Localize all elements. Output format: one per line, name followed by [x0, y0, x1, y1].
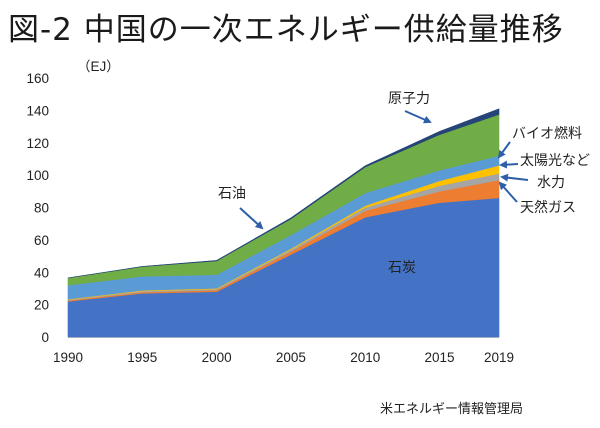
annotation-solar-etc: 太陽光など [520, 153, 590, 169]
annotation-nuclear: 原子力 [388, 91, 430, 107]
x-tick-label-2005: 2005 [276, 350, 306, 365]
y-tick-label-140: 140 [26, 103, 49, 118]
x-tick-label-1990: 1990 [53, 350, 83, 365]
y-tick-label-80: 80 [34, 201, 49, 216]
area-series-group [67, 108, 500, 338]
y-tick-label-40: 40 [34, 265, 49, 280]
x-tick-label-2000: 2000 [202, 350, 232, 365]
annotation-arrow-natural-gas [498, 181, 518, 203]
annotation-coal: 石炭 [388, 260, 416, 276]
annotation-arrow-solar-etc [499, 160, 519, 169]
source-note: 米エネルギー情報管理局 [380, 402, 524, 417]
annotation-arrow-biofuel [497, 141, 511, 159]
annotation-oil: 石油 [218, 186, 246, 202]
x-tick-label-2010: 2010 [350, 350, 380, 365]
annotation-hydro: 水力 [537, 175, 565, 191]
y-tick-label-0: 0 [41, 330, 49, 345]
y-axis: 0 20 40 60 80 100 120 140 160 （EJ） [26, 59, 119, 345]
x-tick-label-1995: 1995 [127, 350, 157, 365]
area-series-nuclear [67, 108, 500, 279]
y-tick-label-120: 120 [26, 136, 49, 151]
y-tick-label-20: 20 [34, 298, 49, 313]
y-unit-label: （EJ） [77, 59, 120, 74]
y-tick-label-160: 160 [26, 71, 49, 86]
annotation-arrow-nuclear [404, 110, 432, 124]
annotation-arrow-oil [239, 207, 264, 230]
annotation-arrow-hydro [500, 173, 529, 182]
x-tick-label-2015: 2015 [425, 350, 455, 365]
annotation-natural-gas: 天然ガス [520, 199, 576, 216]
y-tick-label-60: 60 [34, 233, 49, 248]
annotation-biofuel: バイオ燃料 [512, 125, 582, 142]
chart-title: 図-2 中国の一次エネルギー供給量推移 [8, 12, 564, 48]
area-series-coal [67, 197, 500, 338]
x-tick-label-2019: 2019 [484, 350, 514, 365]
x-axis: 1990 1995 2000 2005 2010 2015 2019 [53, 337, 514, 365]
y-tick-label-100: 100 [26, 168, 49, 183]
